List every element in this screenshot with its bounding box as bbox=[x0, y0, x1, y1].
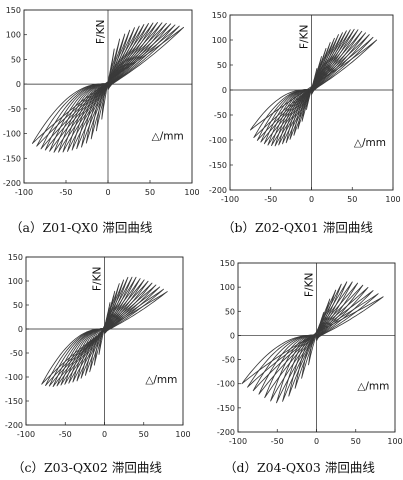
x-tick-label: 0 bbox=[314, 437, 319, 446]
y-tick-label: 0 bbox=[18, 325, 23, 334]
y-axis-label: F/KN bbox=[92, 267, 104, 291]
x-tick-label: -50 bbox=[59, 188, 72, 197]
y-axis-label: F/KN bbox=[299, 25, 311, 49]
y-tick-label: -100 bbox=[217, 380, 235, 389]
y-tick-label: -100 bbox=[3, 130, 21, 139]
y-tick-label: 50 bbox=[11, 55, 21, 64]
x-tick-label: -50 bbox=[264, 195, 277, 204]
x-tick-label: -50 bbox=[59, 430, 72, 439]
x-tick-label: 50 bbox=[139, 430, 149, 439]
y-tick-label: -50 bbox=[10, 349, 23, 358]
y-tick-label: -100 bbox=[5, 373, 23, 382]
hysteresis-loop bbox=[60, 280, 149, 386]
y-tick-label: -50 bbox=[8, 105, 21, 114]
x-tick-label: -100 bbox=[229, 437, 247, 446]
x-tick-label: 100 bbox=[184, 188, 199, 197]
chart-panel-2: -200 -150 -100 -50 0 50 100 150 -100 -50 0 50 100 F/K… bbox=[209, 11, 401, 235]
x-tick-label: -100 bbox=[17, 430, 35, 439]
hysteresis-loop bbox=[241, 296, 384, 385]
chart-panel-3: -200 -150 -100 -50 0 50 100 150 -100 -50 0 50 100 F/K… bbox=[5, 253, 191, 475]
y-tick-label: 100 bbox=[6, 31, 21, 40]
x-tick-label: 0 bbox=[105, 188, 110, 197]
y-tick-label: -200 bbox=[217, 428, 235, 437]
y-tick-label: 150 bbox=[6, 6, 21, 15]
y-tick-label: -50 bbox=[222, 356, 235, 365]
chart-panel-4: -200 -150 -100 -50 0 50 100 150 -100 -50 0 50 100 F/K… bbox=[217, 259, 403, 475]
x-tick-label: 0 bbox=[102, 430, 107, 439]
x-tick-label: 100 bbox=[175, 430, 190, 439]
y-tick-label: 150 bbox=[220, 259, 235, 268]
hysteresis-loop bbox=[41, 291, 168, 385]
x-tick-label: 0 bbox=[309, 195, 314, 204]
hysteresis-loop bbox=[31, 26, 185, 144]
x-tick-label: 50 bbox=[145, 188, 155, 197]
y-axis-label: F/KN bbox=[304, 273, 316, 297]
y-tick-label: -150 bbox=[217, 404, 235, 413]
hysteresis-loop bbox=[253, 36, 374, 139]
hysteresis-loop bbox=[249, 39, 378, 131]
x-tick-label: 100 bbox=[387, 437, 402, 446]
y-tick-label: -100 bbox=[209, 136, 227, 145]
y-tick-label: 150 bbox=[8, 253, 23, 262]
y-tick-label: 100 bbox=[8, 277, 23, 286]
x-axis-label: △/mm bbox=[357, 381, 389, 393]
y-tick-label: 50 bbox=[225, 307, 235, 316]
x-tick-label: 50 bbox=[351, 437, 361, 446]
x-tick-label: -100 bbox=[15, 188, 33, 197]
y-tick-label: 0 bbox=[230, 331, 235, 340]
x-axis-label: △/mm bbox=[145, 374, 177, 386]
x-tick-label: -100 bbox=[221, 195, 239, 204]
y-tick-label: 50 bbox=[217, 61, 227, 70]
x-tick-label: 100 bbox=[385, 195, 400, 204]
y-tick-label: -150 bbox=[5, 397, 23, 406]
chart-panel-1: -200 -150 -100 -50 0 50 100 150 -100 -50 0 50 100 F/K… bbox=[3, 6, 200, 235]
x-axis-label: △/mm bbox=[152, 131, 184, 143]
panel-caption: （b）Z02-QX01 滞回曲线 bbox=[222, 220, 373, 235]
panel-caption: （a）Z01-QX0 滞回曲线 bbox=[10, 220, 153, 235]
panel-caption: （c）Z03-QX02 滞回曲线 bbox=[12, 460, 162, 475]
x-axis-label: △/mm bbox=[354, 137, 386, 149]
y-tick-label: -150 bbox=[3, 154, 21, 163]
y-tick-label: 150 bbox=[212, 11, 227, 20]
y-tick-label: -200 bbox=[209, 186, 227, 195]
y-tick-label: -200 bbox=[5, 421, 23, 430]
y-tick-label: 100 bbox=[220, 283, 235, 292]
panel-caption: （d）Z04-QX03 滞回曲线 bbox=[224, 460, 375, 475]
y-tick-label: 50 bbox=[13, 301, 23, 310]
y-tick-label: -150 bbox=[209, 161, 227, 170]
x-tick-label: -50 bbox=[271, 437, 284, 446]
y-tick-label: -200 bbox=[3, 179, 21, 188]
y-tick-label: 0 bbox=[16, 80, 21, 89]
y-tick-label: -50 bbox=[214, 111, 227, 120]
y-tick-label: 0 bbox=[222, 86, 227, 95]
y-tick-label: 100 bbox=[212, 36, 227, 45]
x-tick-label: 50 bbox=[347, 195, 357, 204]
y-axis-label: F/KN bbox=[95, 20, 107, 44]
